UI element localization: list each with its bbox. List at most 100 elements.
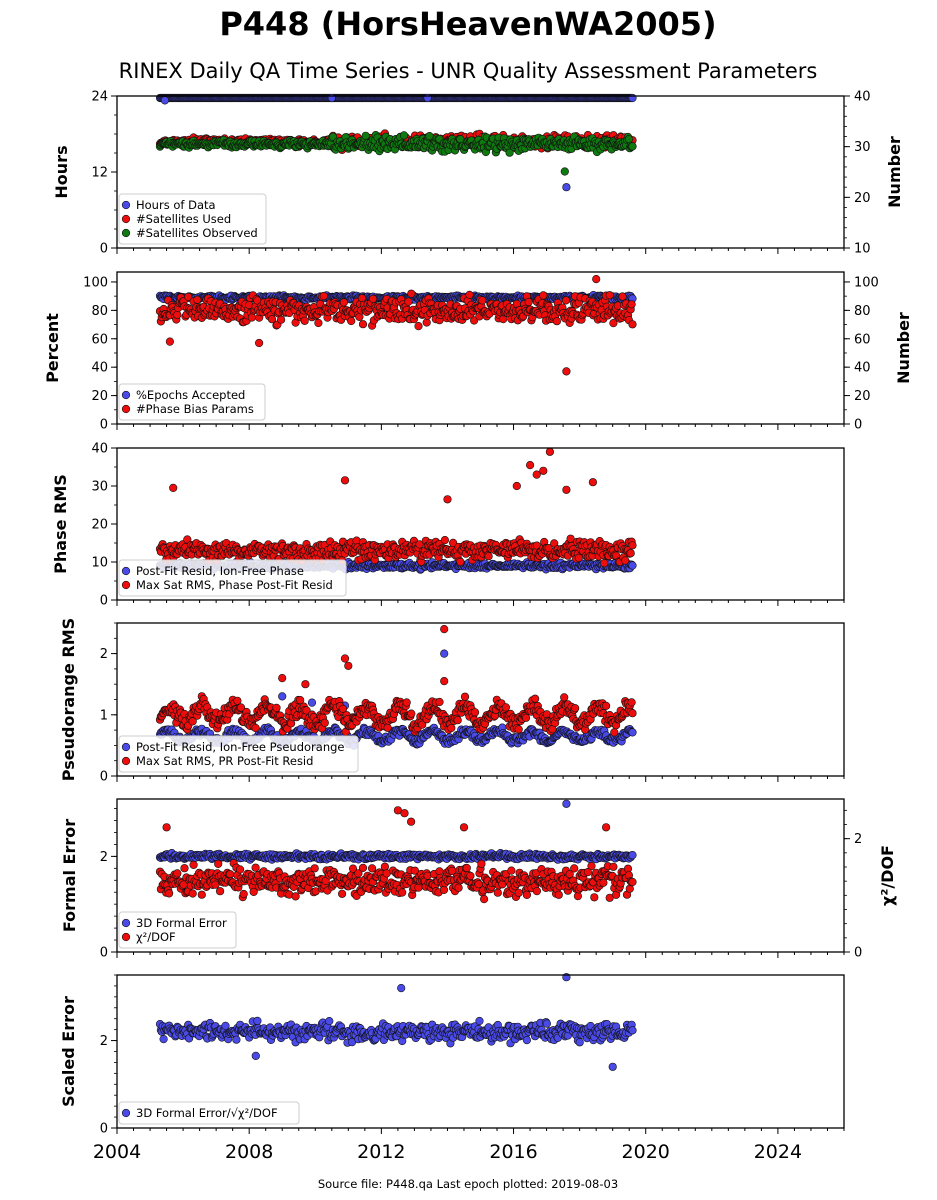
point [173, 310, 182, 319]
point [277, 315, 286, 324]
point [193, 295, 202, 304]
y-tick-label: 12 [91, 166, 108, 181]
point [627, 300, 636, 309]
y-tick-label: 0 [100, 418, 108, 433]
point [532, 470, 541, 479]
figure-subtitle: RINEX Daily QA Time Series - UNR Quality… [119, 59, 818, 83]
data-points [155, 447, 637, 574]
point [402, 698, 411, 707]
point [247, 313, 256, 322]
point [514, 725, 523, 734]
legend-entry: #Satellites Used [136, 212, 231, 226]
point [627, 698, 636, 707]
point [300, 316, 309, 325]
point [314, 318, 323, 328]
point [340, 654, 350, 663]
legend-marker [121, 566, 131, 576]
point [484, 552, 493, 561]
point [440, 649, 449, 658]
y-axis-right-label: Number [885, 136, 904, 208]
y-right-tick-label: 0 [854, 418, 862, 433]
point [358, 294, 367, 303]
legend-entry: #Satellites Observed [136, 226, 258, 240]
point [601, 701, 611, 711]
point [574, 553, 583, 563]
y-tick-label: 20 [91, 389, 108, 404]
point [320, 718, 329, 727]
legend-marker [121, 390, 131, 400]
legend-marker [121, 214, 131, 224]
point [272, 703, 281, 713]
y-axis-right-label: Number [894, 312, 913, 384]
legend: Hours of Data#Satellites Used#Satellites… [118, 193, 267, 245]
figure-title: P448 (HorsHeavenWA2005) [219, 5, 716, 43]
y-tick-label: 40 [91, 442, 108, 457]
point [609, 319, 618, 328]
point [327, 93, 336, 103]
legend-entry: Hours of Data [136, 198, 216, 212]
point [524, 297, 533, 307]
point [501, 703, 511, 712]
point [307, 698, 317, 707]
point [422, 318, 431, 327]
point [165, 337, 174, 346]
point [561, 296, 571, 305]
point [628, 728, 637, 737]
point [628, 561, 637, 570]
point [407, 289, 416, 298]
point [251, 723, 260, 733]
point [525, 461, 535, 470]
y-tick-label: 0 [100, 594, 108, 609]
point [440, 624, 449, 634]
point [399, 131, 409, 140]
y-tick-label: 24 [91, 90, 108, 105]
point [512, 481, 521, 491]
y-tick-label: 0 [100, 242, 108, 257]
legend: %Epochs Accepted#Phase Bias Params [118, 383, 266, 421]
point [435, 697, 444, 707]
point [539, 466, 548, 475]
point [478, 296, 487, 305]
point [605, 291, 614, 300]
point [588, 478, 598, 487]
point [383, 723, 392, 732]
y-tick-label: 20 [91, 518, 108, 533]
point [521, 713, 531, 722]
point [628, 541, 637, 550]
legend-marker [121, 580, 131, 590]
data-points [155, 275, 637, 376]
point [319, 291, 328, 301]
y-tick-label: 80 [91, 304, 108, 319]
y-axis-label: Phase RMS [51, 474, 70, 574]
point [278, 673, 287, 683]
legend-marker [121, 228, 131, 238]
point [255, 338, 264, 348]
point [339, 298, 349, 307]
point [233, 696, 242, 705]
point [530, 694, 540, 703]
point [368, 294, 378, 304]
point [440, 535, 450, 545]
y-right-tick-label: 40 [854, 90, 871, 105]
legend-entry: #Phase Bias Params [136, 402, 254, 416]
point [456, 557, 465, 567]
y-tick-label: 40 [91, 361, 108, 376]
point [470, 708, 480, 717]
point [407, 709, 416, 718]
point [423, 93, 432, 103]
y-right-tick-label: 20 [854, 191, 871, 206]
point [626, 549, 635, 558]
point [465, 290, 474, 300]
point [618, 292, 627, 301]
point [539, 291, 548, 300]
y-right-tick-label: 60 [854, 332, 871, 347]
point [628, 709, 637, 718]
point [301, 680, 310, 689]
point [600, 558, 609, 568]
x-axis-ticks [116, 776, 845, 782]
